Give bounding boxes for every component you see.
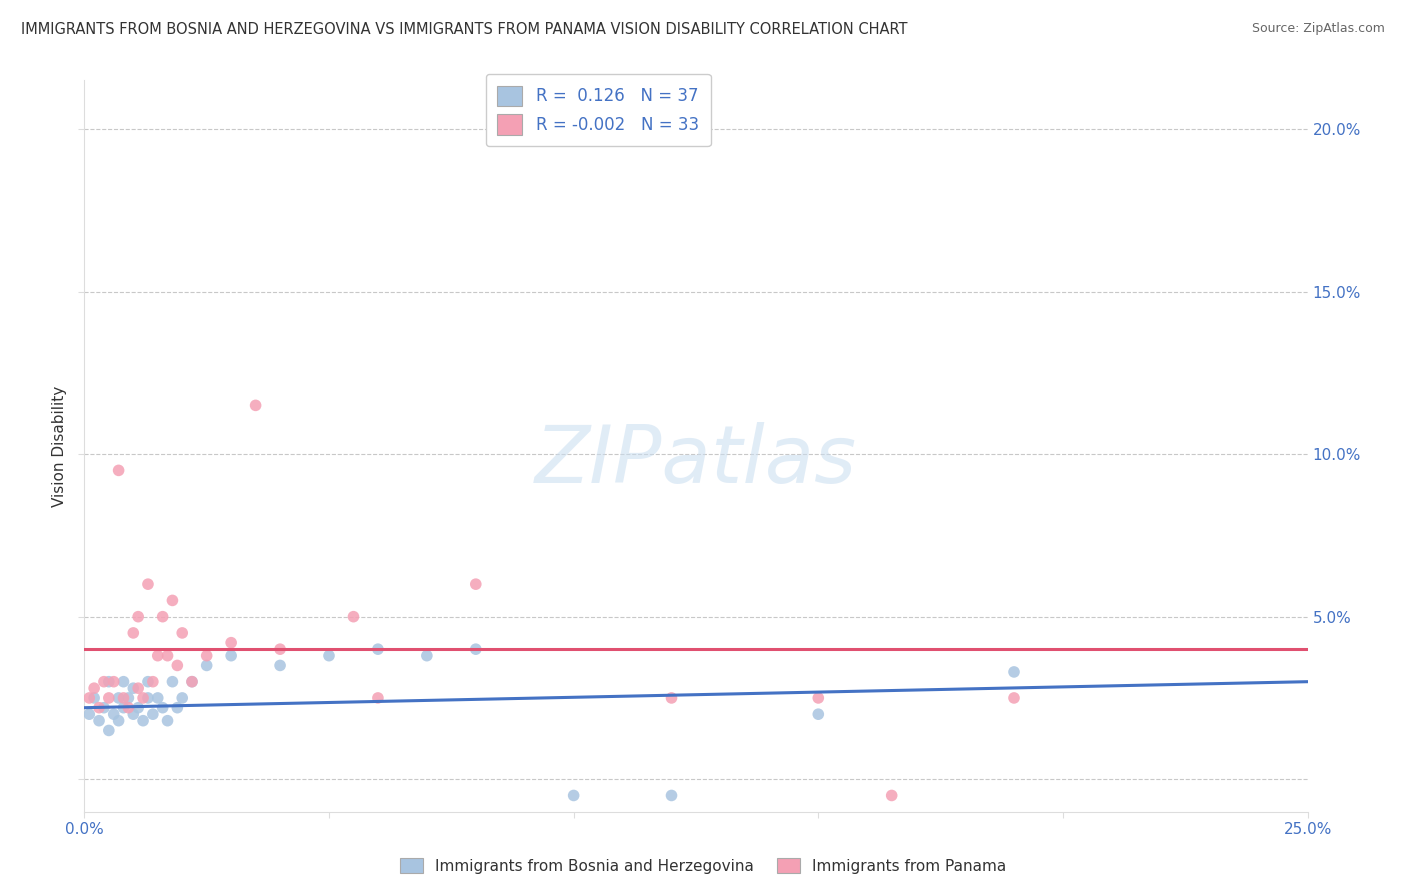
Point: [1002, 665, 1025, 679]
Point: [661, 789, 683, 803]
Point: [132, 690, 155, 705]
Point: [127, 700, 149, 714]
Point: [87, 700, 110, 714]
Point: [132, 714, 155, 728]
Point: [464, 642, 486, 657]
Legend: R =  0.126   N = 37, R = -0.002   N = 33: R = 0.126 N = 37, R = -0.002 N = 33: [485, 74, 710, 146]
Point: [367, 642, 389, 657]
Point: [172, 690, 194, 705]
Point: [152, 700, 174, 714]
Point: [107, 714, 129, 728]
Point: [93, 700, 115, 714]
Text: Source: ZipAtlas.com: Source: ZipAtlas.com: [1251, 22, 1385, 36]
Point: [245, 398, 267, 412]
Point: [122, 707, 145, 722]
Legend: Immigrants from Bosnia and Herzegovina, Immigrants from Panama: Immigrants from Bosnia and Herzegovina, …: [394, 852, 1012, 880]
Point: [83, 681, 105, 696]
Point: [112, 700, 135, 714]
Point: [103, 707, 125, 722]
Point: [269, 642, 291, 657]
Point: [142, 674, 165, 689]
Point: [562, 789, 585, 803]
Point: [127, 609, 149, 624]
Point: [146, 648, 169, 663]
Point: [77, 690, 100, 705]
Point: [103, 674, 125, 689]
Point: [152, 609, 174, 624]
Point: [136, 674, 159, 689]
Point: [122, 626, 145, 640]
Point: [97, 723, 120, 738]
Point: [172, 626, 194, 640]
Point: [416, 648, 439, 663]
Point: [83, 690, 105, 705]
Point: [117, 690, 139, 705]
Point: [181, 674, 204, 689]
Point: [156, 648, 179, 663]
Point: [127, 681, 149, 696]
Point: [219, 648, 242, 663]
Point: [136, 577, 159, 591]
Point: [93, 674, 115, 689]
Point: [107, 463, 129, 477]
Text: IMMIGRANTS FROM BOSNIA AND HERZEGOVINA VS IMMIGRANTS FROM PANAMA VISION DISABILI: IMMIGRANTS FROM BOSNIA AND HERZEGOVINA V…: [21, 22, 908, 37]
Text: ZIPatlas: ZIPatlas: [534, 422, 858, 500]
Point: [195, 658, 218, 673]
Point: [318, 648, 340, 663]
Point: [880, 789, 903, 803]
Point: [156, 714, 179, 728]
Point: [136, 690, 159, 705]
Point: [162, 674, 184, 689]
Y-axis label: Vision Disability: Vision Disability: [52, 385, 67, 507]
Point: [342, 609, 364, 624]
Point: [1002, 690, 1025, 705]
Point: [146, 690, 169, 705]
Point: [112, 674, 135, 689]
Point: [195, 648, 218, 663]
Point: [97, 690, 120, 705]
Point: [77, 707, 100, 722]
Point: [112, 690, 135, 705]
Point: [367, 690, 389, 705]
Point: [464, 577, 486, 591]
Point: [117, 700, 139, 714]
Point: [219, 635, 242, 649]
Point: [87, 714, 110, 728]
Point: [122, 681, 145, 696]
Point: [166, 700, 188, 714]
Point: [142, 707, 165, 722]
Point: [162, 593, 184, 607]
Point: [661, 690, 683, 705]
Point: [107, 690, 129, 705]
Point: [181, 674, 204, 689]
Point: [269, 658, 291, 673]
Point: [97, 674, 120, 689]
Point: [807, 707, 830, 722]
Point: [807, 690, 830, 705]
Point: [166, 658, 188, 673]
